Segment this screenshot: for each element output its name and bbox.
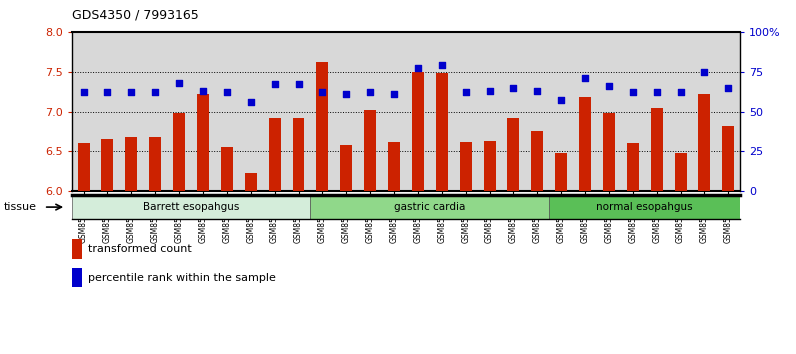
Bar	[72, 195, 310, 219]
Point	[459, 90, 472, 95]
Point	[483, 88, 496, 93]
Bar	[78, 143, 89, 191]
Point	[698, 69, 711, 75]
Bar	[220, 147, 232, 191]
Bar	[388, 142, 400, 191]
Point	[220, 90, 233, 95]
Point	[340, 91, 353, 97]
Point	[435, 62, 448, 68]
Point	[173, 80, 185, 86]
Bar	[268, 118, 280, 191]
Bar	[174, 113, 185, 191]
Bar	[126, 137, 138, 191]
Bar	[556, 153, 568, 191]
Bar	[651, 108, 663, 191]
Text: transformed count: transformed count	[88, 245, 191, 255]
Bar	[316, 62, 328, 191]
Bar	[340, 145, 352, 191]
Bar	[532, 131, 544, 191]
Bar	[627, 143, 639, 191]
Point	[650, 90, 663, 95]
Point	[603, 83, 615, 89]
Point	[555, 97, 568, 103]
Point	[268, 81, 281, 87]
Bar	[723, 126, 735, 191]
Point	[149, 90, 162, 95]
Bar	[364, 110, 376, 191]
Bar	[197, 94, 209, 191]
Bar	[412, 72, 423, 191]
Text: GDS4350 / 7993165: GDS4350 / 7993165	[72, 9, 198, 22]
Point	[579, 75, 591, 81]
Bar	[436, 73, 447, 191]
Point	[125, 90, 138, 95]
Bar	[150, 137, 161, 191]
Bar	[310, 195, 549, 219]
Bar	[549, 195, 740, 219]
Point	[626, 90, 639, 95]
Point	[316, 90, 329, 95]
Point	[77, 90, 90, 95]
Point	[292, 81, 305, 87]
Point	[722, 85, 735, 91]
Bar	[484, 141, 495, 191]
Bar	[72, 268, 82, 287]
Bar	[579, 97, 591, 191]
Bar	[675, 153, 686, 191]
Point	[412, 66, 424, 72]
Bar	[72, 239, 82, 259]
Bar	[603, 113, 615, 191]
Bar	[459, 142, 471, 191]
Text: normal esopahgus: normal esopahgus	[596, 202, 693, 212]
Point	[531, 88, 544, 93]
Text: gastric cardia: gastric cardia	[394, 202, 466, 212]
Point	[507, 85, 520, 91]
Bar	[293, 118, 304, 191]
Point	[244, 99, 257, 105]
Point	[674, 90, 687, 95]
Text: tissue: tissue	[4, 202, 37, 212]
Bar	[245, 173, 256, 191]
Text: percentile rank within the sample: percentile rank within the sample	[88, 273, 275, 283]
Text: Barrett esopahgus: Barrett esopahgus	[142, 202, 240, 212]
Bar	[508, 118, 519, 191]
Point	[388, 91, 400, 97]
Point	[197, 88, 209, 93]
Point	[364, 90, 377, 95]
Bar	[699, 94, 711, 191]
Bar	[102, 139, 113, 191]
Point	[101, 90, 114, 95]
